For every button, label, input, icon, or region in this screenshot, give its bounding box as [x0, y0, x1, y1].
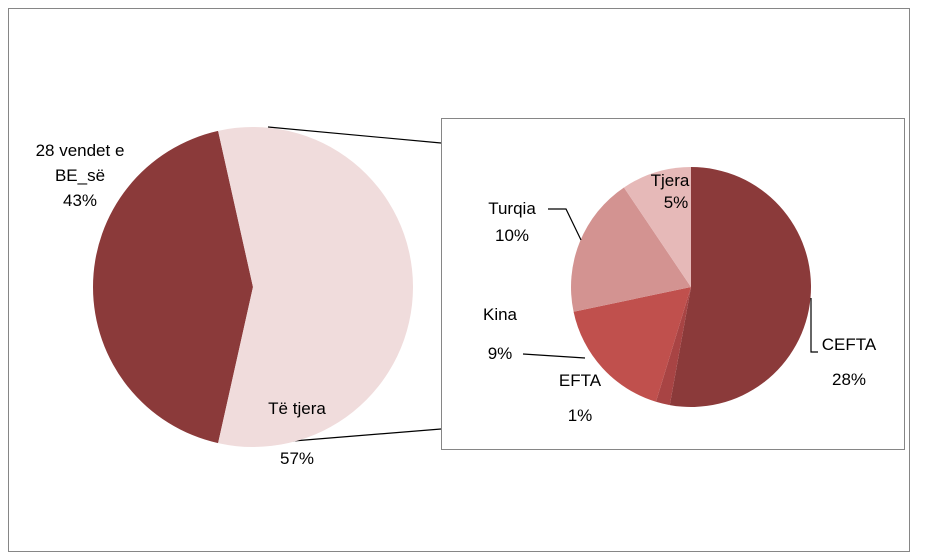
pie-slice — [92, 130, 253, 444]
slice-label: 28 vendet e BE_së — [35, 141, 125, 185]
value-label: 1% — [567, 406, 593, 425]
pies — [92, 126, 811, 447]
pie-slice — [669, 167, 811, 407]
leader-line — [810, 298, 818, 353]
slice-label: EFTA — [558, 371, 602, 390]
slice-label: Tjera — [650, 171, 690, 190]
value-label: 57% — [279, 449, 315, 468]
pie-slice — [218, 126, 413, 447]
leader-line — [548, 208, 582, 241]
leader-line — [522, 353, 586, 359]
slice-label: Kina — [482, 305, 518, 324]
slice-label: CEFTA — [821, 335, 877, 354]
connector-line — [267, 126, 442, 144]
pie-slice — [655, 287, 691, 406]
value-label: 10% — [494, 226, 530, 245]
pie-slice — [623, 167, 691, 287]
slice-label: Turqia — [488, 199, 536, 218]
connector-line — [292, 428, 442, 442]
pie-slice — [571, 187, 691, 312]
value-label: 9% — [487, 344, 513, 363]
pie-slice — [573, 287, 691, 402]
value-label: 5% — [663, 193, 689, 212]
value-label: 28% — [831, 370, 867, 389]
slice-label: Të tjera — [268, 399, 326, 418]
value-label: 43% — [62, 191, 98, 210]
